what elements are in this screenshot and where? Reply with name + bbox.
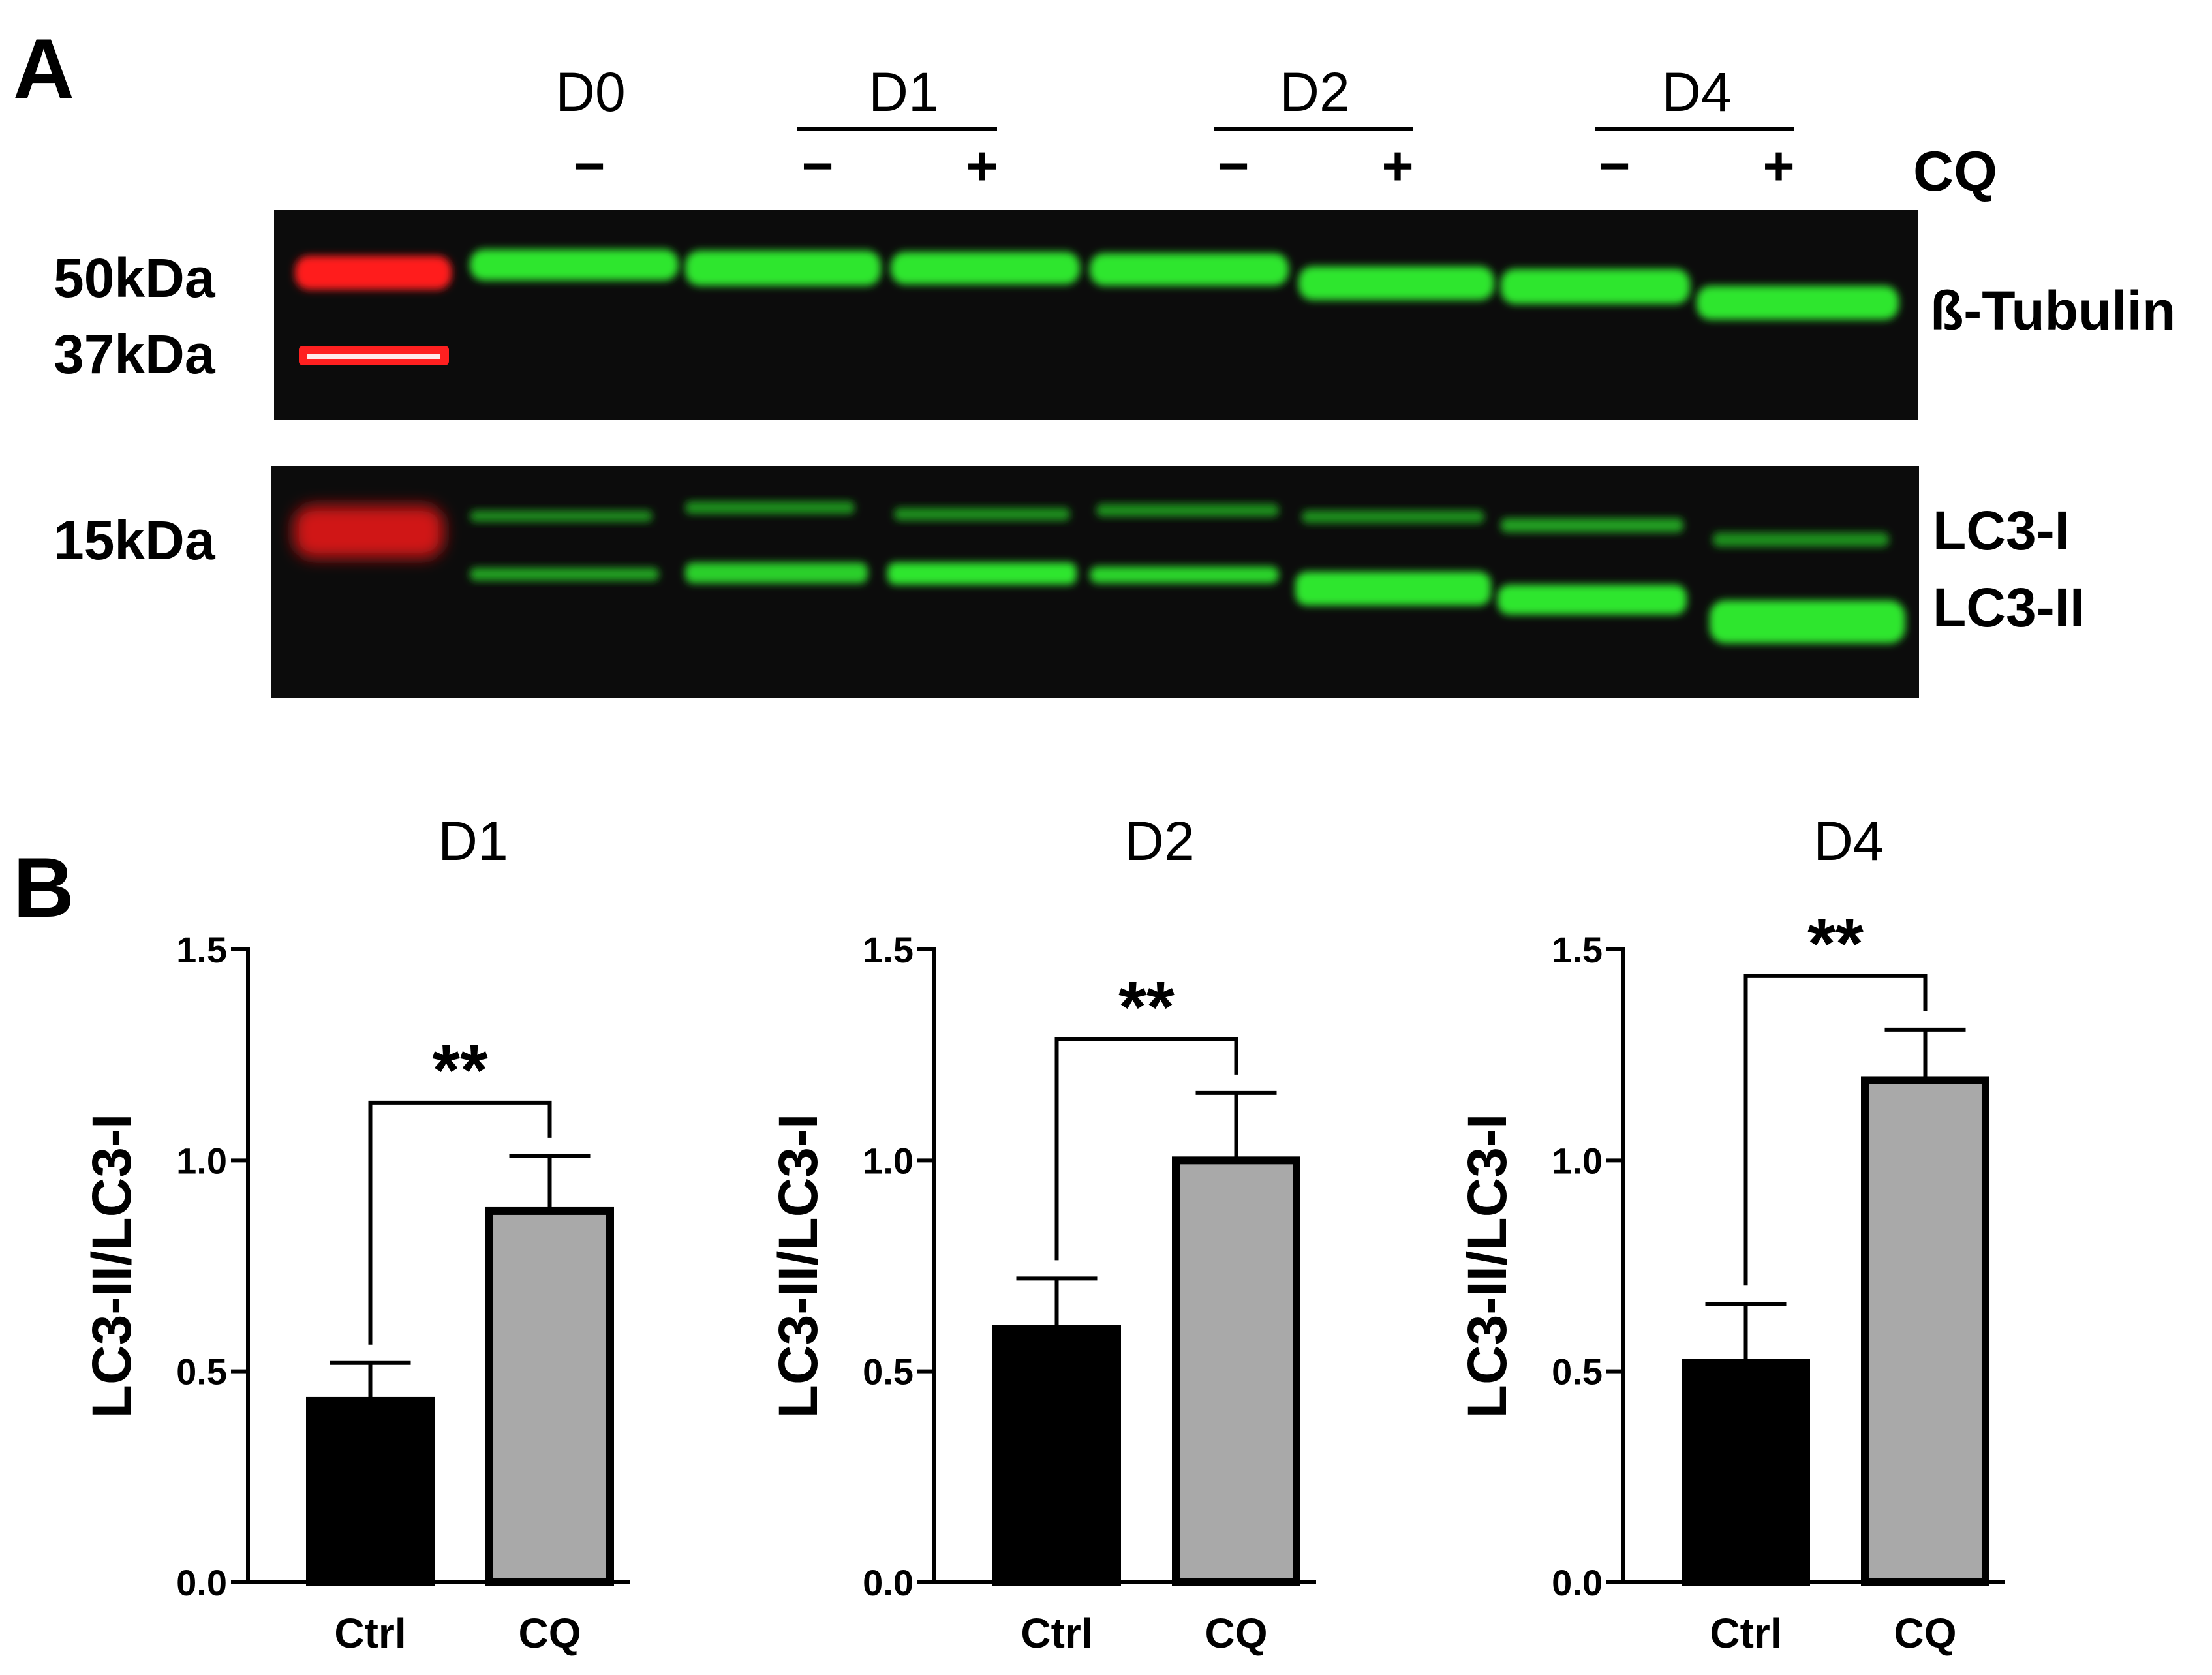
chart-d2: D2 LC3-II/LC3-I 0.0 0.5 1.0 1.5 Ctrl CQ **: [767, 810, 1316, 1657]
x-category-label: Ctrl: [1710, 1610, 1781, 1657]
lane-group-label-d0: D0: [555, 61, 625, 123]
bar-cq: [485, 1206, 614, 1586]
y-tick-label: 0.5: [863, 1351, 914, 1392]
blot-tubulin: [274, 210, 1918, 420]
y-tick-label: 1.0: [1552, 1140, 1603, 1181]
x-category-label: Ctrl: [1021, 1610, 1092, 1657]
bar-charts: D1 LC3-II/LC3-I 0.0 0.5 1.0 1.5 Ctrl CQ ** D2 LC3-…: [81, 810, 2005, 1657]
bar-cq: [1861, 1076, 1989, 1586]
treatment-sign-d0-minus: −: [573, 135, 605, 196]
band-label-lc3-ii: LC3-II: [1933, 577, 2085, 638]
chart-title: D4: [1813, 810, 1883, 872]
significance-label: **: [1118, 967, 1175, 1047]
treatment-sign-d4-minus: −: [1598, 135, 1630, 196]
treatment-sign-d2-minus: −: [1217, 135, 1249, 196]
x-category-label: CQ: [1894, 1610, 1957, 1657]
bar-ctrl: [306, 1396, 435, 1587]
y-tick-label: 1.0: [176, 1140, 227, 1181]
treatment-sign-d4-plus: +: [1762, 135, 1794, 196]
bar-ctrl: [1682, 1359, 1810, 1587]
lane-group-label-d1: D1: [868, 61, 938, 123]
x-category-label: Ctrl: [334, 1610, 406, 1657]
chart-title: D1: [438, 810, 508, 872]
band-label-lc3-i: LC3-I: [1933, 500, 2070, 561]
marker-label-15kda: 15kDa: [54, 510, 216, 571]
treatment-sign-d1-minus: −: [801, 135, 833, 196]
y-tick-label: 1.5: [176, 929, 227, 970]
marker-label-37kda: 37kDa: [54, 324, 216, 385]
bar-cq: [1172, 1156, 1300, 1587]
y-tick-label: 0.0: [1552, 1562, 1603, 1603]
y-tick-label: 1.5: [863, 929, 914, 970]
treatment-header: CQ: [1913, 140, 1997, 203]
y-tick-label: 0.5: [176, 1351, 227, 1392]
chart-d1: D1 LC3-II/LC3-I 0.0 0.5 1.0 1.5 Ctrl CQ **: [81, 810, 630, 1657]
panel-a-letter: A: [13, 21, 74, 116]
chart-d4: D4 LC3-II/LC3-I 0.0 0.5 1.0 1.5 Ctrl CQ **: [1456, 810, 2005, 1657]
y-tick-label: 1.5: [1552, 929, 1603, 970]
x-category-label: CQ: [519, 1610, 581, 1657]
treatment-sign-d2-plus: +: [1381, 135, 1413, 196]
significance-label: **: [432, 1030, 488, 1111]
bar-ctrl: [992, 1325, 1121, 1586]
x-category-label: CQ: [1205, 1610, 1268, 1657]
y-tick-label: 0.0: [176, 1562, 227, 1603]
panel-b-letter: B: [13, 840, 74, 935]
marker-label-50kda: 50kDa: [54, 247, 216, 309]
significance-bracket: [1743, 974, 1928, 1286]
band-label-tubulin: ß-Tubulin: [1930, 280, 2175, 341]
ladder-band-15kda: [294, 506, 444, 558]
blot-lc3: [271, 466, 1919, 698]
y-tick-label: 0.0: [863, 1562, 914, 1603]
y-tick-label: 0.5: [1552, 1351, 1603, 1392]
treatment-sign-d1-plus: +: [966, 135, 998, 196]
significance-bracket: [1054, 1037, 1238, 1261]
lane-group-label-d4: D4: [1661, 61, 1731, 123]
y-axis-label: LC3-II/LC3-I: [81, 1114, 142, 1419]
y-axis-label: LC3-II/LC3-I: [1456, 1114, 1518, 1419]
chart-title: D2: [1124, 810, 1194, 872]
significance-label: **: [1807, 904, 1864, 984]
ladder-band-50kda: [295, 256, 452, 290]
y-tick-label: 1.0: [863, 1140, 914, 1181]
significance-bracket: [368, 1100, 552, 1345]
y-axis-label: LC3-II/LC3-I: [767, 1114, 829, 1419]
lane-group-label-d2: D2: [1280, 61, 1349, 123]
